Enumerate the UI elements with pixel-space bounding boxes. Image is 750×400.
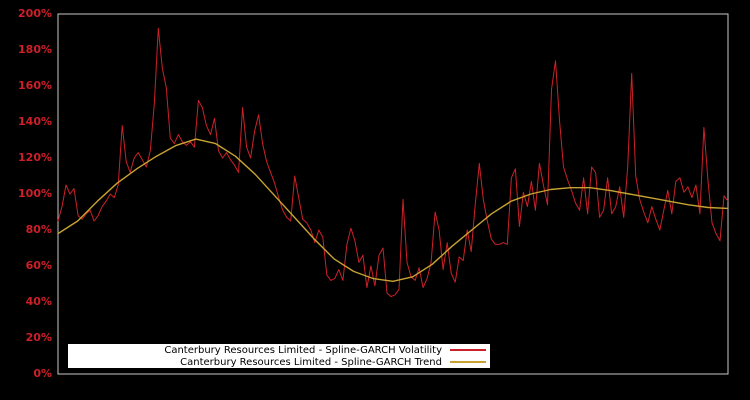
volatility-line xyxy=(57,27,729,298)
legend: Canterbury Resources Limited - Spline-GA… xyxy=(68,344,490,368)
y-tick-label: 200% xyxy=(18,7,52,20)
legend-label-volatility: Canterbury Resources Limited - Spline-GA… xyxy=(164,344,442,356)
plot-lines xyxy=(57,27,729,298)
y-tick-label: 20% xyxy=(25,331,52,344)
y-tick-label: 40% xyxy=(25,295,52,308)
y-tick-label: 60% xyxy=(25,259,52,272)
y-tick-label: 100% xyxy=(18,187,52,200)
volatility-line-swatch-icon xyxy=(450,349,486,351)
legend-item-trend: Canterbury Resources Limited - Spline-GA… xyxy=(68,356,490,368)
y-tick-label: 180% xyxy=(18,43,52,56)
legend-item-volatility: Canterbury Resources Limited - Spline-GA… xyxy=(68,344,490,356)
trend-line-swatch-icon xyxy=(450,361,486,363)
legend-label-trend: Canterbury Resources Limited - Spline-GA… xyxy=(180,356,442,368)
y-tick-label: 120% xyxy=(18,151,52,164)
y-tick-label: 160% xyxy=(18,79,52,92)
y-tick-label: 80% xyxy=(25,223,52,236)
plot-frame xyxy=(57,13,729,375)
trend-line xyxy=(57,138,729,282)
y-tick-label: 140% xyxy=(18,115,52,128)
y-tick-label: 0% xyxy=(33,367,52,380)
